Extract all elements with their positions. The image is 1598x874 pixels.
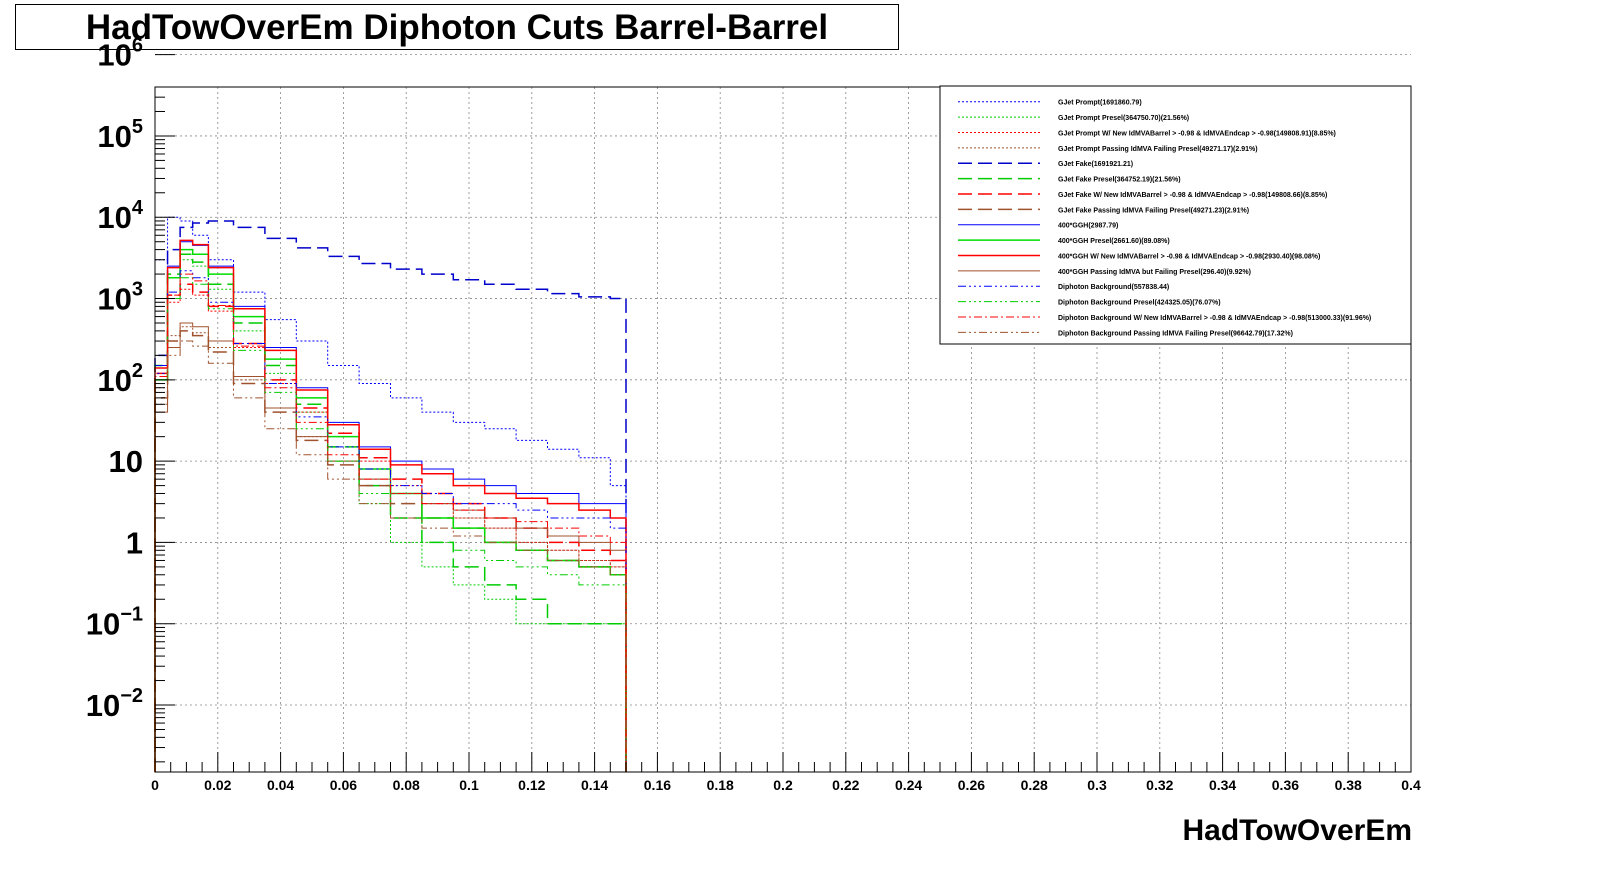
legend-entry: GJet Prompt(1691860.79) — [1058, 100, 1142, 107]
x-tick-label: 0.32 — [1146, 777, 1173, 793]
x-tick-label: 0.4 — [1401, 777, 1421, 793]
series-line-2 — [154, 288, 627, 772]
legend-entry: GJet Prompt Passing IdMVA Failing Presel… — [1058, 146, 1258, 153]
legend-entry: 400*GGH(2987.79) — [1058, 223, 1118, 230]
legend-entry: Diphoton Background Presel(424325.05)(76… — [1058, 300, 1221, 307]
x-tick-label: 0.36 — [1272, 777, 1299, 793]
y-tick-label: 102 — [97, 360, 143, 398]
series-layer — [154, 216, 627, 772]
y-tick-label: 106 — [97, 35, 143, 73]
series-line-14 — [154, 273, 627, 772]
y-tick-label: 105 — [97, 116, 143, 154]
x-tick-label: 0.2 — [773, 777, 793, 793]
legend-entry: 400*GGH Presel(2661.60)(89.08%) — [1058, 238, 1170, 245]
legend: GJet Prompt(1691860.79) GJet Prompt Prese… — [939, 85, 1412, 345]
series-line-12 — [154, 270, 627, 772]
x-tick-label: 0.02 — [204, 777, 231, 793]
x-tick-label: 0.14 — [581, 777, 608, 793]
y-tick-label: 10−1 — [86, 604, 143, 642]
x-tick-label: 0.3 — [1087, 777, 1107, 793]
y-tick-label: 10−2 — [86, 685, 143, 723]
x-tick-label: 0.08 — [393, 777, 420, 793]
legend-entry: GJet Fake W/ New IdMVABarrel > -0.98 & I… — [1058, 192, 1327, 199]
y-tick-label: 103 — [97, 279, 143, 317]
chart-title: HadTowOverEm Diphoton Cuts Barrel-Barrel — [85, 8, 829, 47]
series-line-10 — [154, 239, 627, 772]
series-line-8 — [154, 241, 627, 772]
legend-entry: GJet Fake Passing IdMVA Failing Presel(4… — [1058, 207, 1249, 214]
legend-entry: GJet Prompt W/ New IdMVABarrel > -0.98 &… — [1058, 130, 1336, 137]
x-tick-label: 0.16 — [644, 777, 671, 793]
x-tick-label: 0.12 — [518, 777, 545, 793]
x-tick-label: 0 — [151, 777, 159, 793]
legend-entry: Diphoton Background Passing IdMVA Failin… — [1058, 330, 1293, 337]
x-tick-label: 0.06 — [330, 777, 357, 793]
series-line-0 — [154, 216, 627, 772]
legend-entry: Diphoton Background W/ New IdMVABarrel >… — [1058, 315, 1371, 322]
legend-entry: GJet Prompt Presel(364750.70)(21.56%) — [1058, 115, 1189, 122]
legend-entry: 400*GGH W/ New IdMVABarrel > -0.98 & IdM… — [1058, 253, 1320, 260]
x-axis-label: HadTowOverEm — [1183, 814, 1413, 847]
legend-entry: GJet Fake Presel(364752.19)(21.56%) — [1058, 177, 1181, 184]
x-tick-label: 0.26 — [958, 777, 985, 793]
x-tick-label: 0.34 — [1209, 777, 1236, 793]
legend-entry: GJet Fake(1691921.21) — [1058, 161, 1133, 168]
x-tick-label: 0.1 — [459, 777, 479, 793]
series-line-4 — [154, 220, 627, 772]
y-tick-label: 104 — [97, 197, 143, 235]
series-line-5 — [154, 253, 627, 772]
x-tick-label: 0.22 — [832, 777, 859, 793]
x-tick-label: 0.28 — [1021, 777, 1048, 793]
y-tick-label: 1 — [126, 525, 143, 560]
x-tick-label: 0.24 — [895, 777, 922, 793]
legend-entry: 400*GGH Passing IdMVA but Failing Presel… — [1058, 269, 1251, 276]
legend-box — [939, 85, 1412, 345]
series-line-7 — [154, 330, 627, 772]
series-line-15 — [154, 340, 627, 772]
axes: 0 0.02 0.04 0.06 0.08 0.1 0.12 0.14 0.16 0.18 0.2 0… — [86, 35, 1421, 793]
y-tick-label: 10 — [109, 444, 143, 479]
chart-title-box: HadTowOverEm Diphoton Cuts Barrel-Barrel — [15, 4, 899, 50]
x-tick-label: 0.18 — [707, 777, 734, 793]
x-tick-label: 0.04 — [267, 777, 294, 793]
series-line-1 — [154, 259, 627, 772]
x-tick-label: 0.38 — [1335, 777, 1362, 793]
legend-entry: Diphoton Background(557838.44) — [1058, 284, 1169, 291]
